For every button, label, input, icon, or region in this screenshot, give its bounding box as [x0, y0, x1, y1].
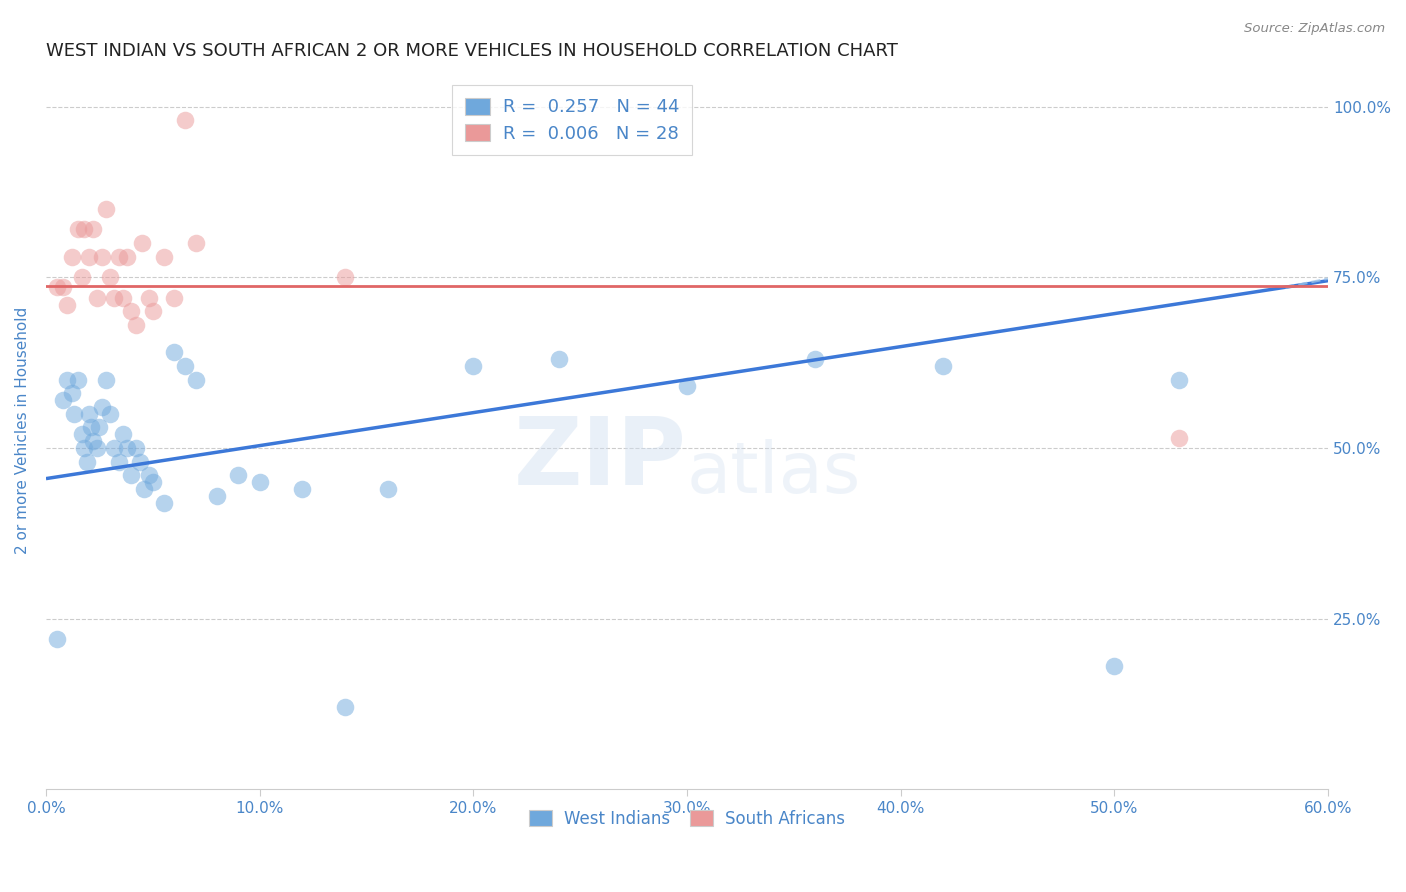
Point — [115, 441, 138, 455]
Point — [76, 454, 98, 468]
Point — [804, 352, 827, 367]
Point — [66, 373, 89, 387]
Point — [90, 400, 112, 414]
Point — [463, 359, 485, 373]
Point — [103, 441, 125, 455]
Point — [52, 393, 75, 408]
Point — [152, 495, 174, 509]
Point — [56, 373, 79, 387]
Legend: West Indians, South Africans: West Indians, South Africans — [522, 804, 852, 835]
Point — [377, 482, 399, 496]
Point — [45, 632, 67, 646]
Point — [98, 407, 121, 421]
Point — [125, 441, 148, 455]
Point — [86, 291, 108, 305]
Point — [1167, 373, 1189, 387]
Point — [333, 700, 356, 714]
Point — [107, 454, 129, 468]
Point — [1167, 431, 1189, 445]
Point — [111, 427, 134, 442]
Text: WEST INDIAN VS SOUTH AFRICAN 2 OR MORE VEHICLES IN HOUSEHOLD CORRELATION CHART: WEST INDIAN VS SOUTH AFRICAN 2 OR MORE V… — [46, 42, 898, 60]
Point — [142, 475, 165, 489]
Point — [111, 291, 134, 305]
Point — [131, 236, 153, 251]
Point — [163, 291, 186, 305]
Point — [115, 250, 138, 264]
Point — [184, 373, 207, 387]
Point — [676, 379, 699, 393]
Point — [226, 468, 249, 483]
Point — [82, 434, 104, 448]
Point — [333, 270, 356, 285]
Point — [62, 407, 84, 421]
Point — [249, 475, 271, 489]
Point — [138, 291, 160, 305]
Point — [932, 359, 955, 373]
Point — [94, 202, 117, 216]
Point — [134, 482, 156, 496]
Point — [1104, 659, 1126, 673]
Point — [90, 250, 112, 264]
Point — [94, 373, 117, 387]
Point — [66, 222, 89, 236]
Point — [72, 270, 94, 285]
Point — [72, 427, 94, 442]
Point — [60, 250, 83, 264]
Point — [77, 250, 100, 264]
Point — [103, 291, 125, 305]
Point — [98, 270, 121, 285]
Point — [52, 280, 75, 294]
Point — [60, 386, 83, 401]
Point — [173, 359, 195, 373]
Point — [142, 304, 165, 318]
Text: Source: ZipAtlas.com: Source: ZipAtlas.com — [1244, 22, 1385, 36]
Point — [86, 441, 108, 455]
Point — [80, 420, 103, 434]
Point — [73, 222, 96, 236]
Y-axis label: 2 or more Vehicles in Household: 2 or more Vehicles in Household — [15, 307, 30, 555]
Text: ZIP: ZIP — [515, 414, 688, 506]
Point — [45, 280, 67, 294]
Point — [291, 482, 314, 496]
Point — [120, 304, 142, 318]
Point — [73, 441, 96, 455]
Point — [138, 468, 160, 483]
Point — [120, 468, 142, 483]
Point — [89, 420, 111, 434]
Point — [82, 222, 104, 236]
Point — [184, 236, 207, 251]
Point — [173, 113, 195, 128]
Point — [77, 407, 100, 421]
Point — [547, 352, 569, 367]
Point — [152, 250, 174, 264]
Point — [129, 454, 152, 468]
Text: atlas: atlas — [688, 440, 862, 508]
Point — [56, 297, 79, 311]
Point — [125, 318, 148, 332]
Point — [163, 345, 186, 359]
Point — [205, 489, 228, 503]
Point — [107, 250, 129, 264]
